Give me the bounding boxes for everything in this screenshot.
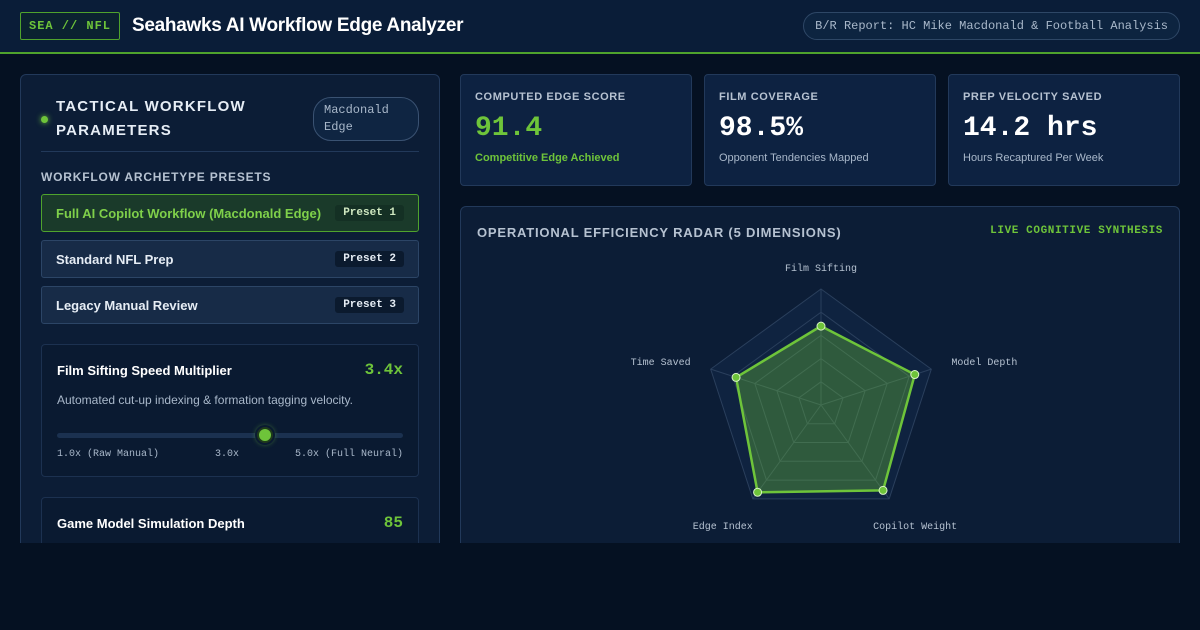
slider-min-label: 1.0x (Raw Manual) bbox=[57, 449, 160, 460]
param-value: 3.4x bbox=[364, 361, 403, 379]
preset-standard-nfl-prep[interactable]: Standard NFL Prep Preset 2 bbox=[41, 240, 419, 278]
report-badge[interactable]: B/R Report: HC Mike Macdonald & Football… bbox=[803, 12, 1180, 40]
metric-subtext: Competitive Edge Achieved bbox=[475, 152, 620, 164]
radar-data-point bbox=[910, 370, 920, 380]
preset-tag: Preset 1 bbox=[335, 205, 404, 221]
presets-label: WORKFLOW ARCHETYPE PRESETS bbox=[41, 170, 272, 184]
radar-data-point bbox=[731, 372, 741, 382]
radar-axis-label: Copilot Weight bbox=[873, 521, 957, 533]
radar-grid-ring bbox=[732, 311, 910, 481]
radar-axis-label: Edge Index bbox=[693, 521, 753, 533]
edge-score-card: COMPUTED EDGE SCORE 91.4 Competitive Edg… bbox=[460, 74, 692, 186]
metric-label: PREP VELOCITY SAVED bbox=[963, 91, 1103, 103]
radar-spoke bbox=[820, 404, 890, 500]
efficiency-radar-card: Film Sifting Model Depth Copilot Weight Edg… bbox=[460, 206, 1180, 566]
panel-title: TACTICAL WORKFLOW PARAMETERS bbox=[56, 98, 246, 139]
radar-data-point bbox=[816, 321, 826, 331]
preset-legacy-manual-review[interactable]: Legacy Manual Review Preset 3 bbox=[41, 286, 419, 324]
metric-value: 14.2 hrs bbox=[963, 113, 1098, 144]
metric-subtext: Opponent Tendencies Mapped bbox=[719, 152, 869, 164]
simulation-depth-param-card: Game Model Simulation Depth 85 bbox=[41, 497, 419, 549]
metric-subtext: Hours Recaptured Per Week bbox=[963, 152, 1104, 164]
metric-value: 98.5% bbox=[719, 113, 804, 144]
status-dot-icon bbox=[41, 115, 48, 123]
param-name: Film Sifting Speed Multiplier bbox=[57, 362, 232, 378]
preset-tag: Preset 3 bbox=[335, 297, 404, 313]
panel-header: TACTICAL WORKFLOW PARAMETERS Macdonald E… bbox=[41, 95, 419, 152]
radar-spoke bbox=[752, 404, 822, 500]
slider-thumb[interactable] bbox=[256, 427, 273, 443]
metric-label: COMPUTED EDGE SCORE bbox=[475, 91, 626, 103]
film-coverage-card: FILM COVERAGE 98.5% Opponent Tendencies … bbox=[704, 74, 936, 186]
page-bottom-area bbox=[0, 543, 1200, 630]
param-description: Automated cut-up indexing & formation ta… bbox=[57, 393, 353, 407]
slider-max-label: 5.0x (Full Neural) bbox=[294, 449, 403, 460]
radar-axis-label: Model Depth bbox=[951, 357, 1017, 369]
metric-value: 91.4 bbox=[475, 113, 543, 144]
preset-full-ai-copilot[interactable]: Full AI Copilot Workflow (Macdonald Edge… bbox=[41, 194, 419, 232]
film-sifting-param-card: Film Sifting Speed Multiplier 3.4x Autom… bbox=[41, 344, 419, 477]
preset-label: Full AI Copilot Workflow (Macdonald Edge… bbox=[56, 205, 322, 221]
radar-data-point bbox=[878, 485, 888, 495]
live-status-label: LIVE COGNITIVE SYNTHESIS bbox=[990, 225, 1163, 237]
metric-label: FILM COVERAGE bbox=[719, 91, 819, 103]
prep-velocity-card: PREP VELOCITY SAVED 14.2 hrs Hours Recap… bbox=[948, 74, 1180, 186]
radar-grid-ring bbox=[754, 334, 888, 462]
preset-label: Standard NFL Prep bbox=[56, 251, 174, 267]
app-header: SEA // NFL Seahawks AI Workflow Edge Ana… bbox=[0, 0, 1200, 54]
workflow-parameters-panel: TACTICAL WORKFLOW PARAMETERS Macdonald E… bbox=[20, 74, 440, 554]
slider-track[interactable] bbox=[57, 433, 403, 438]
mode-badge: Macdonald Edge bbox=[313, 97, 419, 141]
radar-data-area bbox=[734, 324, 917, 494]
preset-label: Legacy Manual Review bbox=[56, 297, 198, 313]
slider-scale: 1.0x (Raw Manual) 3.0x 5.0x (Full Neural… bbox=[57, 449, 403, 460]
slider-mid-label: 3.0x bbox=[214, 449, 239, 460]
radar-grid-ring bbox=[798, 381, 844, 425]
param-value: 85 bbox=[383, 514, 403, 532]
radar-axis-label: Time Saved bbox=[631, 357, 691, 369]
param-name: Game Model Simulation Depth bbox=[57, 515, 245, 531]
radar-title: OPERATIONAL EFFICIENCY RADAR (5 DIMENSIO… bbox=[477, 225, 842, 240]
page-title: Seahawks AI Workflow Edge Analyzer bbox=[132, 15, 464, 36]
film-sifting-slider[interactable] bbox=[57, 427, 403, 443]
radar-data-point bbox=[753, 487, 763, 497]
preset-tag: Preset 2 bbox=[335, 251, 404, 267]
radar-grid-ring bbox=[776, 357, 866, 444]
radar-spoke bbox=[710, 368, 822, 406]
radar-chart: Film Sifting Model Depth Copilot Weight Edg… bbox=[631, 263, 1018, 533]
team-logo: SEA // NFL bbox=[20, 12, 121, 40]
radar-axis-label: Film Sifting bbox=[785, 263, 857, 275]
